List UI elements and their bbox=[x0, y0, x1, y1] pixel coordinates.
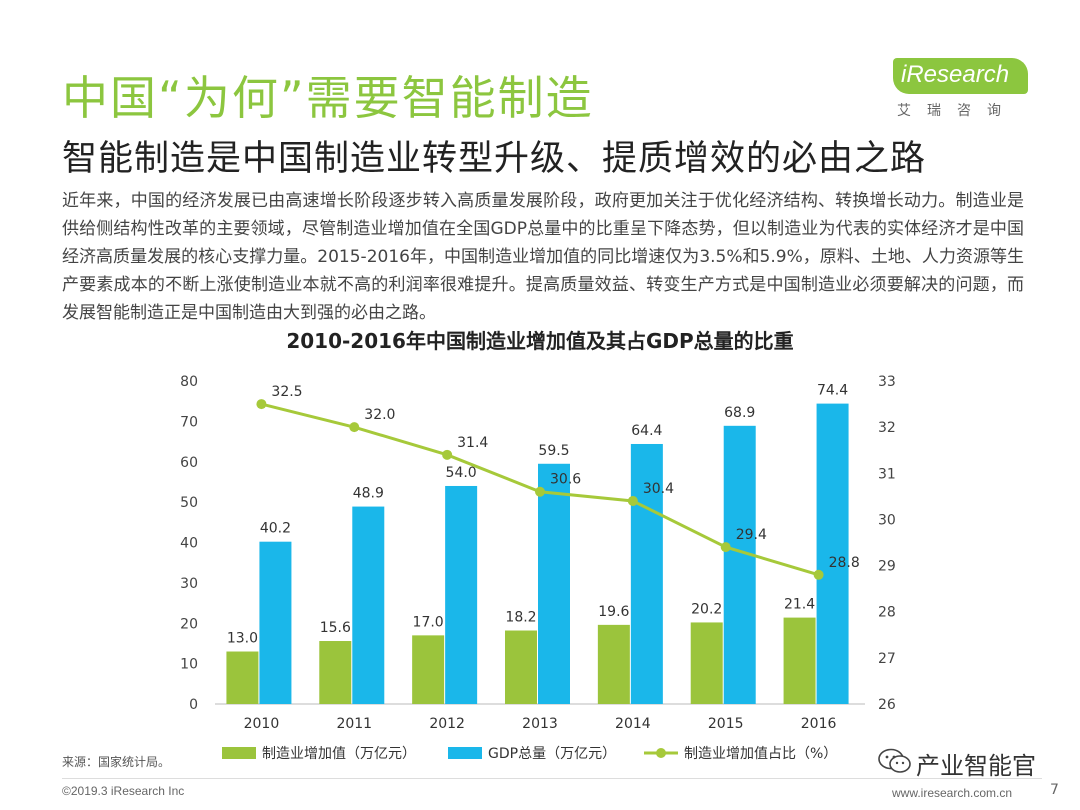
line-value-label: 30.6 bbox=[550, 472, 581, 488]
bar-gdp bbox=[259, 541, 292, 704]
y-right-tick-label: 26 bbox=[878, 697, 896, 713]
x-tick-label: 2011 bbox=[336, 716, 372, 732]
y-left-tick-label: 0 bbox=[189, 697, 198, 713]
wechat-icon bbox=[878, 748, 911, 773]
bar-value-label: 17.0 bbox=[413, 614, 444, 630]
page-number: 7 bbox=[1050, 782, 1059, 798]
bar-manufacturing bbox=[783, 617, 816, 704]
legend-swatch-marker bbox=[656, 748, 666, 758]
y-right-tick-label: 32 bbox=[878, 420, 896, 436]
logo-subtitle: 艾瑞咨询 bbox=[897, 103, 1017, 119]
legend-swatch bbox=[448, 747, 482, 759]
logo-badge bbox=[893, 58, 1028, 94]
legend-label: GDP总量（万亿元） bbox=[488, 746, 616, 762]
bar-gdp bbox=[630, 443, 663, 704]
line-ratio-point bbox=[256, 399, 267, 410]
x-tick-label: 2014 bbox=[615, 716, 651, 732]
line-value-label: 28.8 bbox=[829, 555, 860, 571]
bar-gdp bbox=[352, 506, 385, 704]
body-paragraph: 近年来，中国的经济发展已由高速增长阶段逐步转入高质量发展阶段，政府更加关注于优化… bbox=[62, 191, 1024, 323]
chart-title: 2010-2016年中国制造业增加值及其占GDP总量的比重 bbox=[286, 329, 794, 353]
wechat-account: 产业智能官 bbox=[916, 752, 1036, 780]
y-left-tick-label: 80 bbox=[180, 374, 198, 390]
y-right-tick-label: 27 bbox=[878, 651, 896, 667]
x-tick-label: 2010 bbox=[244, 716, 280, 732]
line-ratio-point bbox=[813, 569, 824, 580]
line-value-label: 30.4 bbox=[643, 481, 674, 497]
y-left-tick-label: 40 bbox=[180, 536, 198, 552]
source-note: 来源：国家统计局。 bbox=[62, 755, 171, 769]
y-right-tick-label: 31 bbox=[878, 466, 896, 482]
bar-value-label: 21.4 bbox=[784, 597, 815, 613]
bar-gdp bbox=[723, 425, 756, 704]
line-value-label: 29.4 bbox=[736, 527, 767, 543]
bar-value-label: 13.0 bbox=[227, 631, 258, 647]
line-ratio-point bbox=[627, 495, 638, 506]
bar-manufacturing bbox=[690, 622, 723, 704]
bar-manufacturing bbox=[319, 641, 352, 704]
bar-gdp bbox=[445, 485, 478, 704]
bar-value-label: 15.6 bbox=[320, 620, 351, 636]
line-ratio-point bbox=[349, 422, 360, 433]
legend-label: 制造业增加值（万亿元） bbox=[262, 746, 416, 762]
iresearch-logo: iResearch 艾瑞咨询 bbox=[893, 58, 1033, 122]
wechat-watermark: 产业智能官 bbox=[878, 746, 1048, 780]
bar-value-label: 19.6 bbox=[598, 604, 629, 620]
bar-value-label: 48.9 bbox=[353, 486, 384, 502]
y-right-tick-label: 33 bbox=[878, 374, 896, 390]
legend-label: 制造业增加值占比（%） bbox=[684, 746, 837, 762]
bar-manufacturing bbox=[226, 651, 259, 704]
y-left-tick-label: 60 bbox=[180, 455, 198, 471]
line-value-label: 32.0 bbox=[364, 407, 395, 423]
bar-value-label: 68.9 bbox=[724, 405, 755, 421]
bar-manufacturing bbox=[412, 635, 445, 704]
bar-value-label: 18.2 bbox=[505, 610, 536, 626]
bar-manufacturing bbox=[505, 630, 537, 704]
y-right-tick-label: 30 bbox=[878, 512, 896, 528]
footer-divider bbox=[62, 778, 1042, 779]
y-left-tick-label: 30 bbox=[180, 576, 198, 592]
x-tick-label: 2013 bbox=[522, 716, 558, 732]
bar-value-label: 64.4 bbox=[631, 423, 662, 439]
page-title: 中国“为何”需要智能制造 bbox=[62, 71, 594, 125]
bar-gdp bbox=[538, 463, 570, 704]
y-right-tick-label: 29 bbox=[878, 559, 896, 575]
y-left-tick-label: 50 bbox=[180, 495, 198, 511]
y-right-tick-label: 28 bbox=[878, 605, 896, 621]
x-tick-label: 2016 bbox=[801, 716, 837, 732]
x-tick-label: 2015 bbox=[708, 716, 744, 732]
y-left-tick-label: 10 bbox=[180, 657, 198, 673]
line-ratio-point bbox=[535, 486, 545, 497]
copyright: ©2019.3 iResearch Inc bbox=[62, 784, 185, 798]
line-value-label: 32.5 bbox=[271, 384, 302, 400]
bar-value-label: 74.4 bbox=[817, 383, 848, 399]
line-ratio-point bbox=[442, 449, 453, 460]
bar-value-label: 54.0 bbox=[446, 465, 477, 481]
logo-brand: iResearch bbox=[901, 61, 1010, 88]
y-left-tick-label: 20 bbox=[180, 616, 198, 632]
bar-gdp bbox=[816, 403, 849, 704]
x-tick-label: 2012 bbox=[429, 716, 465, 732]
bar-value-label: 40.2 bbox=[260, 521, 291, 537]
line-ratio-point bbox=[720, 542, 731, 553]
bar-value-label: 59.5 bbox=[538, 443, 569, 459]
legend-swatch bbox=[222, 747, 256, 759]
page-subtitle: 智能制造是中国制造业转型升级、提质增效的必由之路 bbox=[62, 139, 927, 179]
y-left-tick-label: 70 bbox=[180, 414, 198, 430]
line-value-label: 31.4 bbox=[457, 435, 488, 451]
bar-manufacturing bbox=[597, 624, 630, 704]
website-link[interactable]: www.iresearch.com.cn bbox=[892, 786, 1013, 800]
bar-value-label: 20.2 bbox=[691, 601, 722, 617]
